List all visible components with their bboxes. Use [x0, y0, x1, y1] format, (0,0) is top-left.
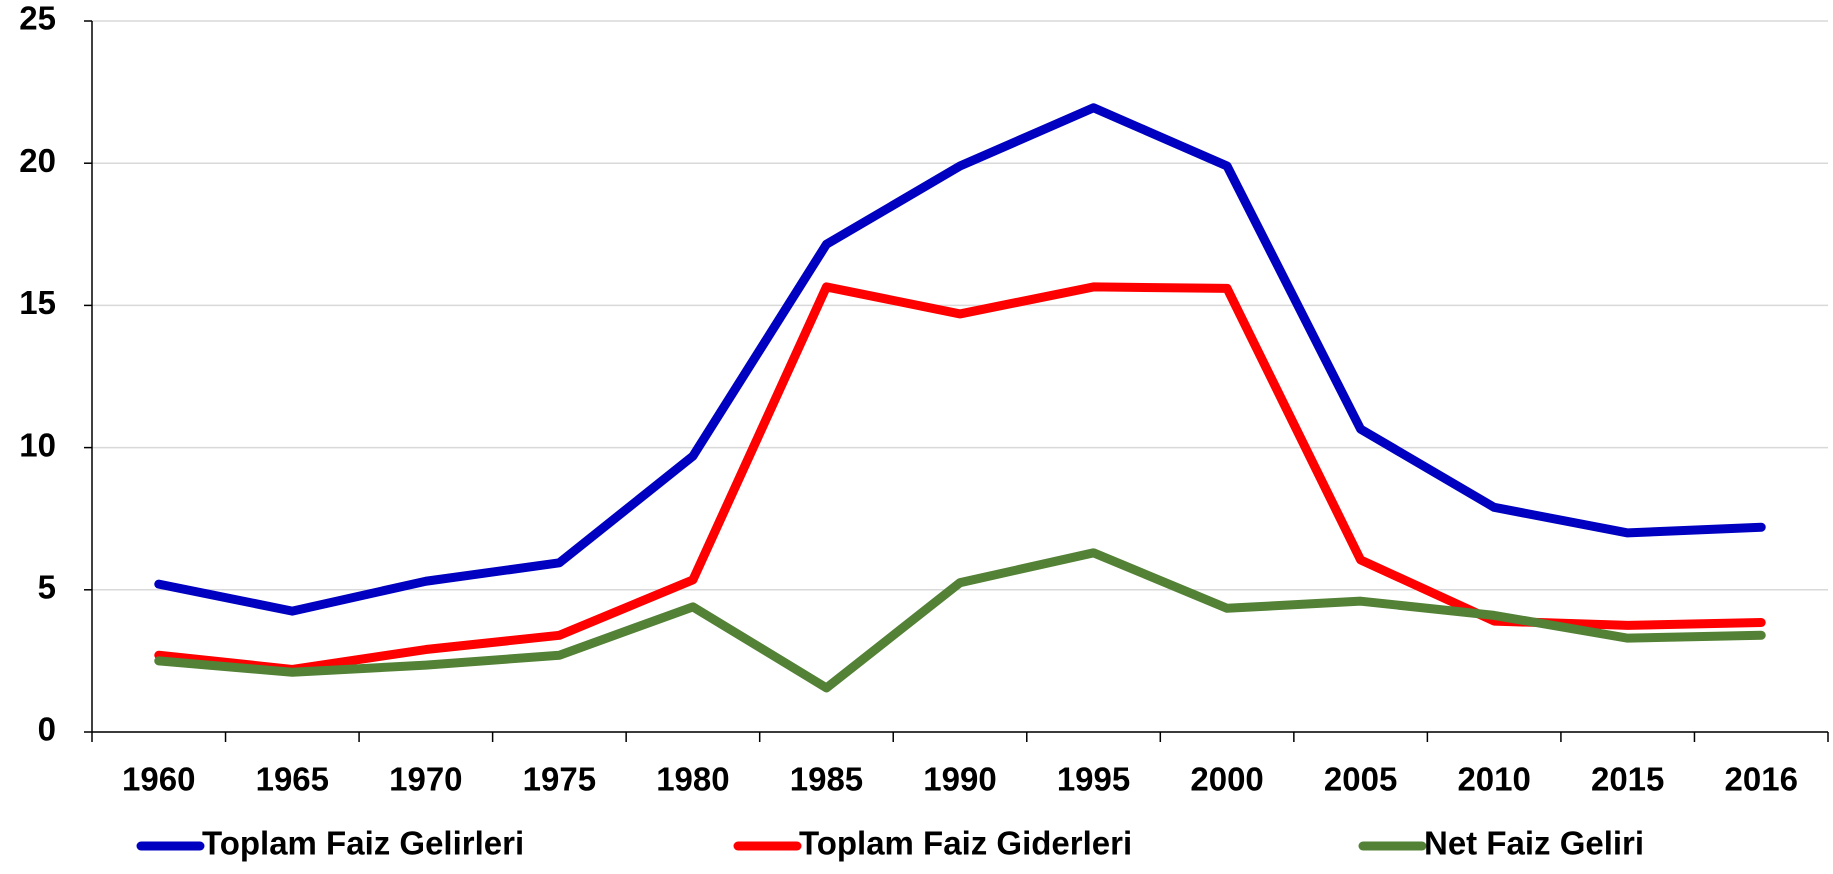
x-tick-label: 2005 — [1324, 761, 1397, 798]
y-tick-label: 25 — [19, 0, 56, 37]
y-tick-label: 15 — [19, 284, 56, 321]
x-tick-label: 2010 — [1457, 761, 1530, 798]
x-tick-label: 1985 — [790, 761, 863, 798]
x-tick-label: 2000 — [1190, 761, 1263, 798]
x-tick-label: 1970 — [389, 761, 462, 798]
x-tick-label: 2016 — [1725, 761, 1798, 798]
x-tick-label: 1980 — [656, 761, 729, 798]
legend-label: Toplam Faiz Giderleri — [799, 825, 1132, 862]
y-tick-label: 20 — [19, 142, 56, 179]
legend-label: Toplam Faiz Gelirleri — [202, 825, 524, 862]
y-tick-label: 5 — [38, 569, 56, 606]
x-tick-label: 1995 — [1057, 761, 1130, 798]
x-tick-label: 1975 — [523, 761, 596, 798]
y-tick-label: 0 — [38, 711, 56, 748]
x-tick-label: 2015 — [1591, 761, 1664, 798]
y-tick-label: 10 — [19, 426, 56, 463]
series-line — [154, 282, 1766, 674]
x-tick-label: 1960 — [122, 761, 195, 798]
series-line — [154, 103, 1766, 616]
x-tick-label: 1965 — [256, 761, 329, 798]
series-line — [154, 548, 1766, 693]
legend-label: Net Faiz Geliri — [1424, 825, 1644, 862]
x-tick-label: 1990 — [923, 761, 996, 798]
